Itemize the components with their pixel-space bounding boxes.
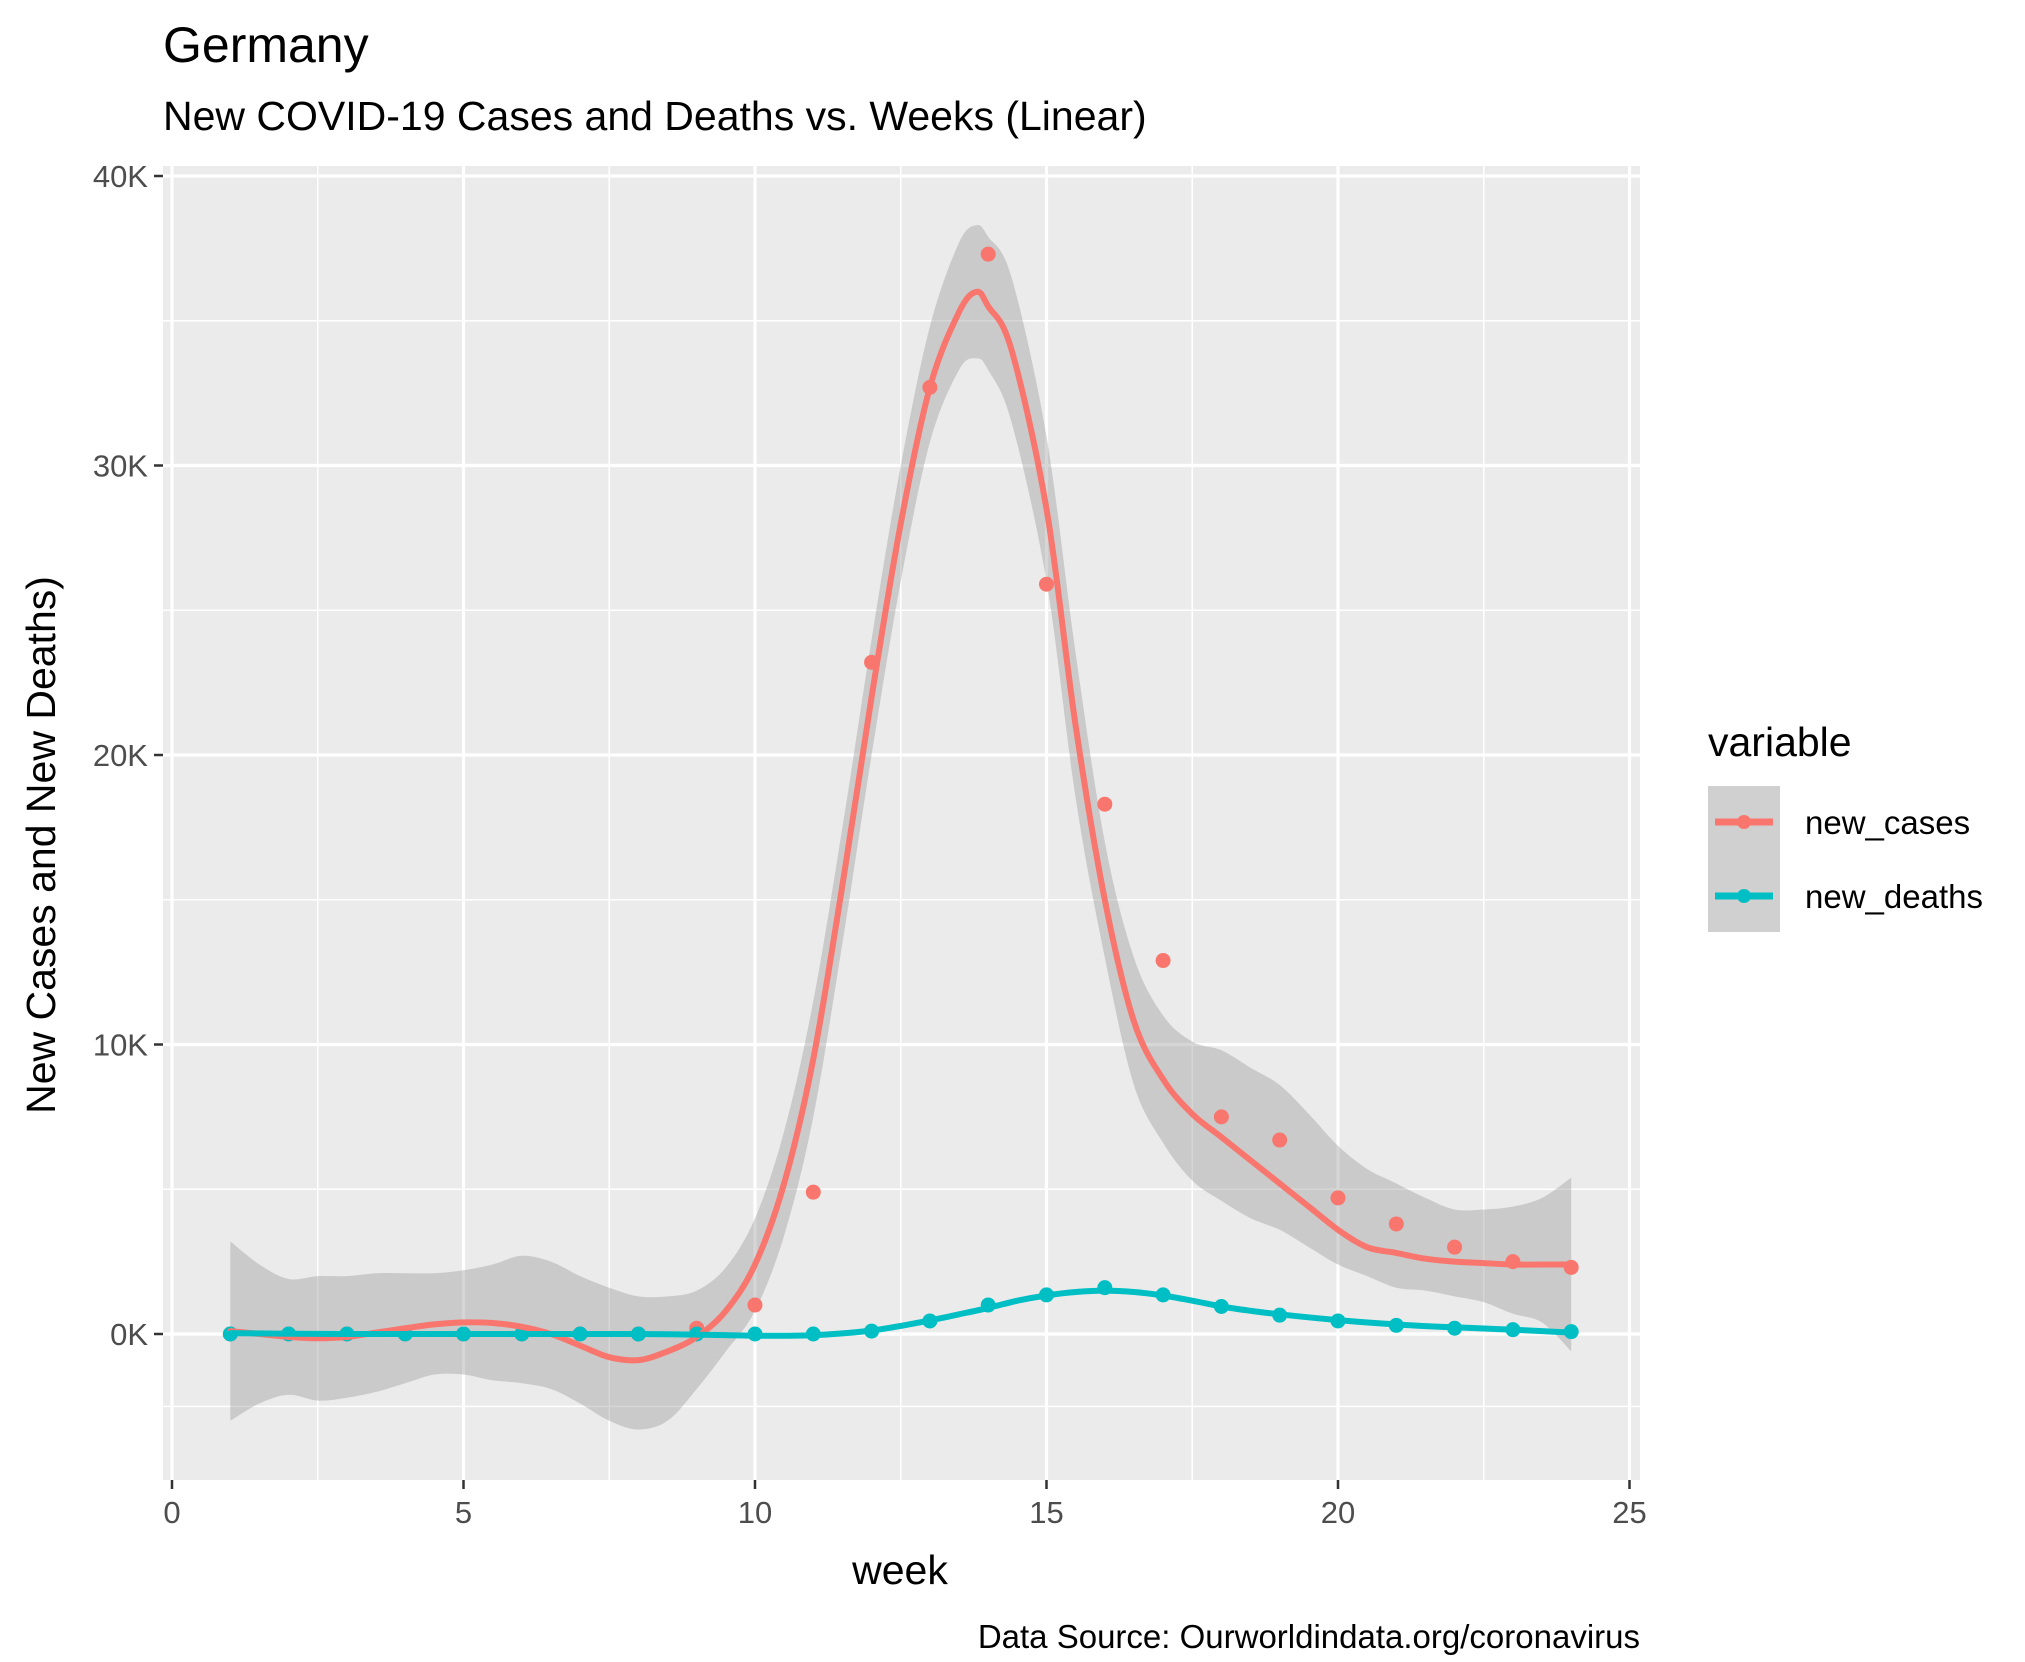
legend-key-point-new-deaths: [1737, 889, 1751, 903]
smooth-line-new-deaths: [227, 1287, 1575, 1339]
x-axis: 0 5 10 15 20 25: [163, 1480, 1647, 1530]
point-new-cases: [1388, 1216, 1404, 1232]
point-new-cases: [1447, 1239, 1463, 1255]
y-tick-label: 20K: [93, 738, 148, 773]
grid-minor: [163, 166, 1640, 1480]
point-new-cases: [1097, 796, 1113, 812]
grid-major: [163, 166, 1640, 1480]
point-new-cases: [1213, 1109, 1229, 1125]
smooth-line-new-cases: [227, 288, 1575, 1364]
x-tick-label: 25: [1612, 1495, 1646, 1530]
y-tick-label: 0K: [110, 1317, 148, 1352]
legend-key-background: [1708, 786, 1780, 932]
caption: Data Source: Ourworldindata.org/coronavi…: [978, 1618, 1640, 1655]
chart-title: Germany: [163, 17, 369, 73]
point-new-cases: [747, 1297, 763, 1313]
y-axis-title: New Cases and New Deaths): [18, 576, 64, 1114]
legend-label-new-cases: new_cases: [1805, 804, 1970, 841]
point-new-cases: [1272, 1132, 1288, 1148]
point-new-cases: [980, 246, 996, 262]
confidence-bands: [230, 225, 1572, 1430]
y-tick-label: 40K: [93, 159, 148, 194]
chart-subtitle: New COVID-19 Cases and Deaths vs. Weeks …: [163, 93, 1147, 139]
x-tick-label: 10: [738, 1495, 772, 1530]
point-new-cases: [1039, 576, 1054, 592]
legend-label-new-deaths: new_deaths: [1805, 878, 1983, 915]
legend: variable new_cases new_deaths: [1708, 719, 1983, 932]
point-new-cases: [1155, 953, 1171, 969]
legend-title: variable: [1708, 719, 1852, 765]
smooth-lines: [227, 288, 1575, 1364]
legend-key-point-new-cases: [1737, 815, 1751, 829]
y-axis: 0K 10K 20K 30K 40K: [93, 159, 163, 1352]
x-tick-label: 5: [455, 1495, 472, 1530]
y-tick-label: 30K: [93, 449, 148, 484]
y-tick-label: 10K: [93, 1028, 148, 1063]
confidence-band-new-cases: [230, 225, 1572, 1430]
point-new-cases: [1330, 1190, 1346, 1206]
x-axis-title: week: [851, 1547, 948, 1593]
x-tick-label: 20: [1321, 1495, 1355, 1530]
x-tick-label: 15: [1029, 1495, 1063, 1530]
x-tick-label: 0: [163, 1495, 180, 1530]
point-new-cases: [805, 1184, 821, 1200]
